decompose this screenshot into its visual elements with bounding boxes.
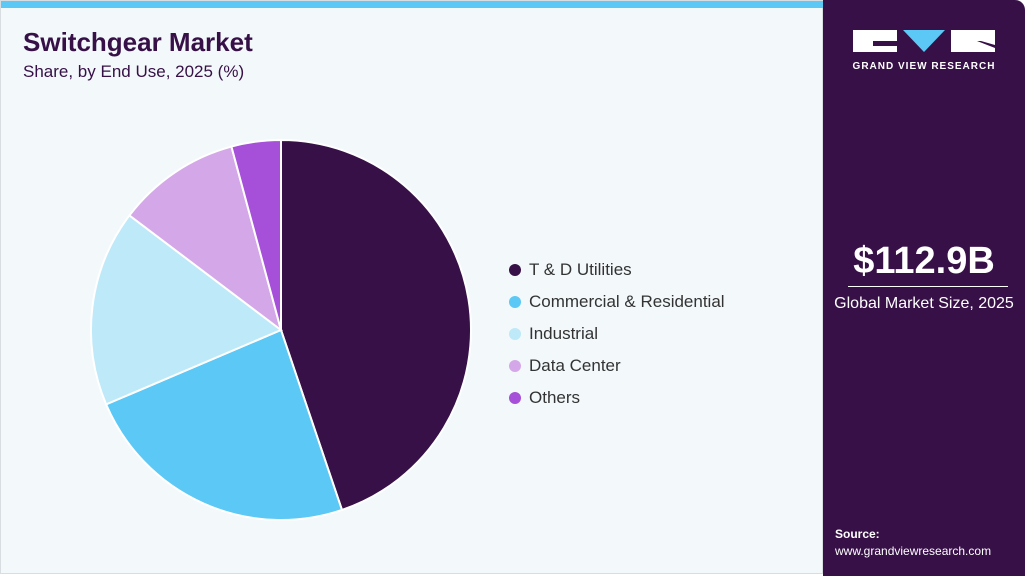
legend-marker — [509, 296, 521, 308]
sidebar: GRAND VIEW RESEARCH $112.9B Global Marke… — [823, 0, 1025, 576]
pie-chart — [90, 138, 472, 521]
legend-marker — [509, 328, 521, 340]
source-label: Source: — [835, 527, 880, 541]
legend-label: Commercial & Residential — [529, 292, 725, 311]
legend-marker — [509, 392, 521, 404]
legend-marker — [509, 360, 521, 372]
chart-subtitle: Share, by End Use, 2025 (%) — [23, 62, 245, 81]
pie-slice-commercial-residential — [104, 328, 344, 521]
legend-item: Others — [509, 382, 725, 414]
market-size-value: $112.9B — [853, 240, 995, 282]
legend-label: Data Center — [529, 356, 621, 375]
brand-name: GRAND VIEW RESEARCH — [852, 61, 996, 72]
market-size-label: Global Market Size, 2025 — [834, 295, 1014, 312]
chart-title: Switchgear Market — [23, 27, 253, 57]
legend-label: T & D Utilities — [529, 260, 632, 279]
legend-marker — [509, 264, 521, 276]
legend-item: Industrial — [509, 318, 725, 350]
source-url[interactable]: www.grandviewresearch.com — [835, 544, 992, 558]
legend-item: Data Center — [509, 350, 725, 382]
accent-bar — [1, 1, 824, 8]
legend-label: Others — [529, 388, 581, 407]
pie-slice-others — [230, 138, 282, 331]
grand-view-research-logo — [853, 30, 995, 52]
divider — [848, 286, 1008, 287]
source: Source: www.grandviewresearch.com — [835, 526, 991, 560]
legend-item: Commercial & Residential — [509, 286, 725, 318]
pie-slice-t-d-utilities — [280, 138, 472, 512]
chart-panel: Switchgear Market Share, by End Use, 202… — [0, 0, 824, 574]
legend-label: Industrial — [529, 324, 598, 343]
legend-item: T & D Utilities — [509, 254, 725, 286]
pie-slice-industrial — [90, 214, 283, 406]
legend: T & D Utilities Commercial & Residential I… — [509, 254, 725, 414]
